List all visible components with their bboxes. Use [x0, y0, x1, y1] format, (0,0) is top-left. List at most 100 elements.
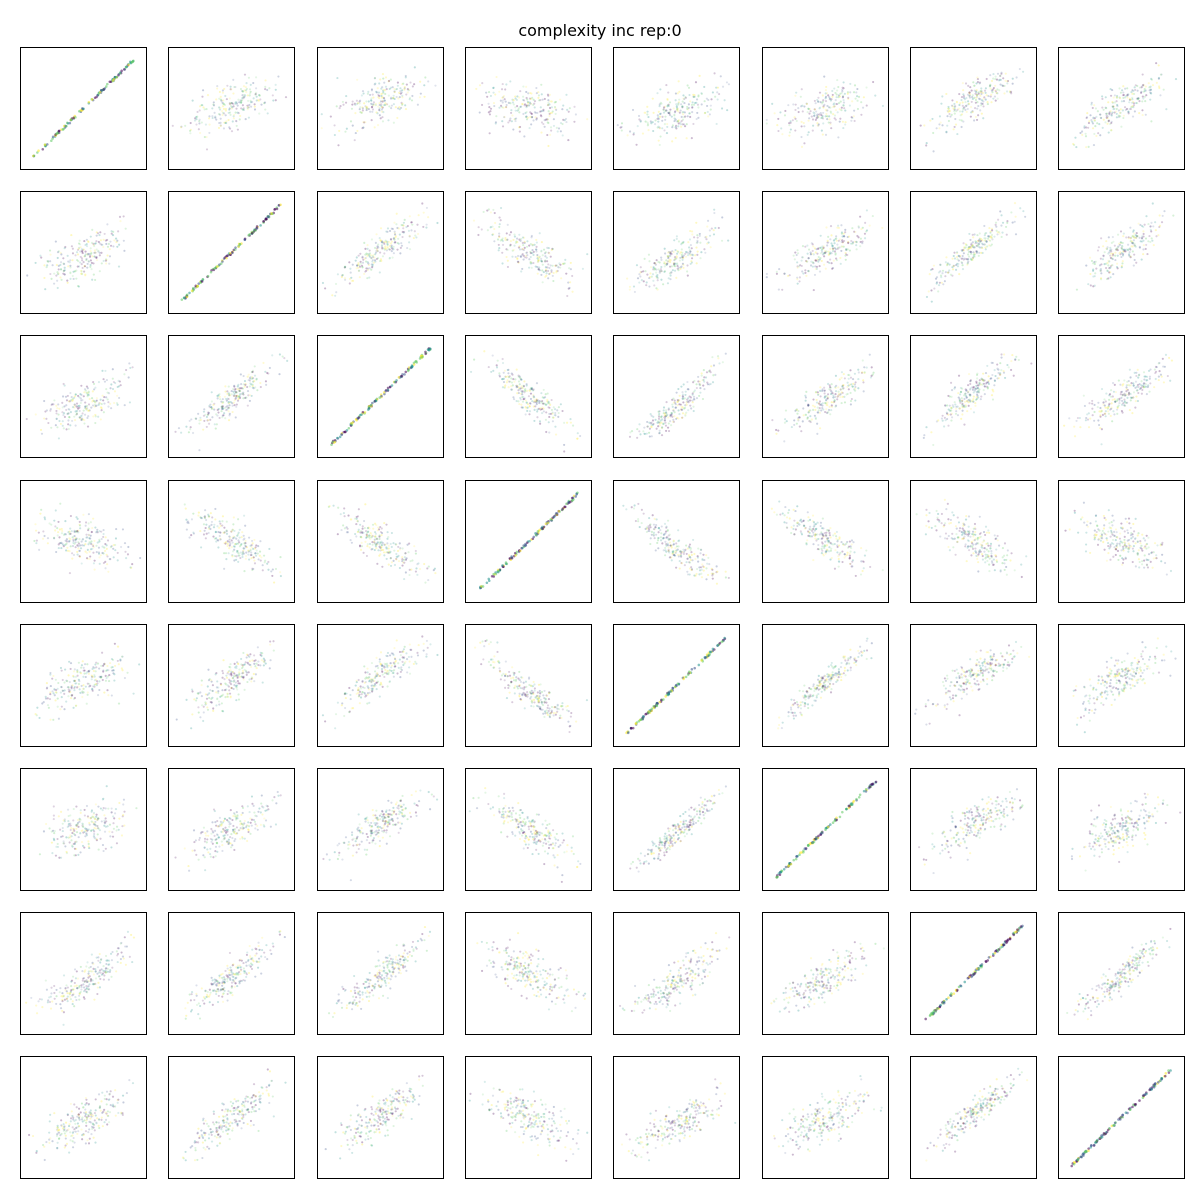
scatter-point [50, 277, 53, 281]
scatter-point [669, 251, 673, 254]
scatter-point [359, 260, 362, 264]
scatter-point [802, 105, 806, 108]
scatter-point [981, 102, 984, 106]
scatter-point [574, 113, 577, 116]
scatter-point [513, 235, 516, 238]
scatter-point [213, 101, 216, 104]
scatter-point [375, 248, 378, 251]
scatter-point [800, 270, 803, 273]
scatter-point [805, 260, 808, 263]
scatter-point [1150, 237, 1153, 240]
scatter-point [956, 132, 959, 136]
scatter-point [846, 382, 849, 385]
scatter-point [413, 360, 417, 364]
scatter-point [691, 230, 694, 233]
scatter-point [935, 127, 938, 130]
scatter-point [94, 422, 97, 425]
scatter-point [84, 253, 87, 256]
scatter-point [237, 112, 241, 115]
scatter-point [527, 101, 530, 105]
scatter-point [1150, 77, 1153, 80]
scatter-point [833, 396, 836, 399]
scatter-point [843, 252, 847, 255]
scatter-point [983, 379, 986, 382]
scatter-point [989, 244, 992, 248]
scatter-point [489, 211, 492, 214]
scatter-point [690, 247, 694, 250]
scatter-point [242, 96, 245, 99]
scatter-point [525, 106, 528, 109]
scatter-point [840, 88, 843, 91]
scatter-point [366, 261, 369, 264]
scatter-point [638, 114, 641, 118]
scatter-point [986, 101, 989, 104]
scatter-point [973, 246, 976, 249]
scatter-point [975, 374, 978, 377]
scatter-point [530, 115, 534, 119]
scatter-point [62, 412, 66, 415]
scatter-point [258, 99, 261, 103]
scatter-point [223, 107, 226, 111]
scatter-point [521, 241, 524, 245]
scatter-point [1109, 246, 1112, 250]
scatter-point [118, 397, 121, 400]
scatter-point [811, 124, 814, 127]
scatter-point [1090, 103, 1093, 106]
scatter-point [667, 422, 671, 426]
scatter-point [252, 97, 256, 100]
scatter-point [833, 91, 837, 95]
scatter-point [824, 408, 827, 411]
scatter-point [67, 428, 70, 431]
scatter-point [964, 404, 967, 407]
scatter-point [544, 118, 547, 122]
scatter-point [990, 362, 993, 365]
scatter-point [360, 127, 364, 130]
scatter-point [958, 407, 961, 410]
scatter-point [376, 246, 379, 249]
scatter-point [1118, 244, 1122, 247]
scatter-point [975, 377, 979, 380]
scatter-point [222, 408, 225, 411]
scatter-point [364, 267, 368, 270]
scatter-point [638, 281, 641, 284]
scatter-point [1140, 86, 1143, 89]
scatter-point [375, 249, 379, 253]
scatter-point [59, 268, 63, 271]
scatter-point [504, 376, 507, 379]
scatter-point [995, 363, 999, 367]
scatter-point [552, 406, 555, 409]
scatter-point [1030, 362, 1033, 366]
scatter-point [946, 271, 949, 274]
scatter-point [386, 244, 389, 247]
scatter-point [383, 102, 386, 105]
scatter-point [1110, 248, 1113, 252]
scatter-point [816, 116, 819, 119]
scatter-point [967, 255, 970, 258]
scatter-point [235, 107, 238, 110]
scatter-point [370, 263, 373, 266]
scatter-point [93, 388, 96, 391]
scatter-point [862, 390, 865, 393]
scatter-point [49, 410, 52, 413]
scatter-point [978, 240, 981, 243]
scatter-point [262, 220, 266, 223]
scatter-point [91, 404, 95, 408]
scatter-point [393, 232, 396, 235]
scatter-point [1100, 263, 1103, 266]
scatter-point [189, 426, 193, 429]
scatter-point [978, 237, 981, 240]
scatter-point [378, 251, 381, 254]
scatter-point [537, 259, 540, 262]
scatter-point [358, 111, 362, 114]
scatter-point [844, 393, 848, 397]
scatter-point [503, 88, 507, 91]
scatter-point [1010, 360, 1013, 363]
scatter-point [259, 382, 262, 385]
scatter-point [841, 387, 845, 390]
scatter-point [948, 409, 952, 413]
scatter-point [351, 263, 354, 266]
scatter-point [834, 405, 837, 408]
scatter-point [247, 94, 250, 97]
scatter-point [53, 399, 56, 402]
scatter-point [963, 246, 966, 249]
